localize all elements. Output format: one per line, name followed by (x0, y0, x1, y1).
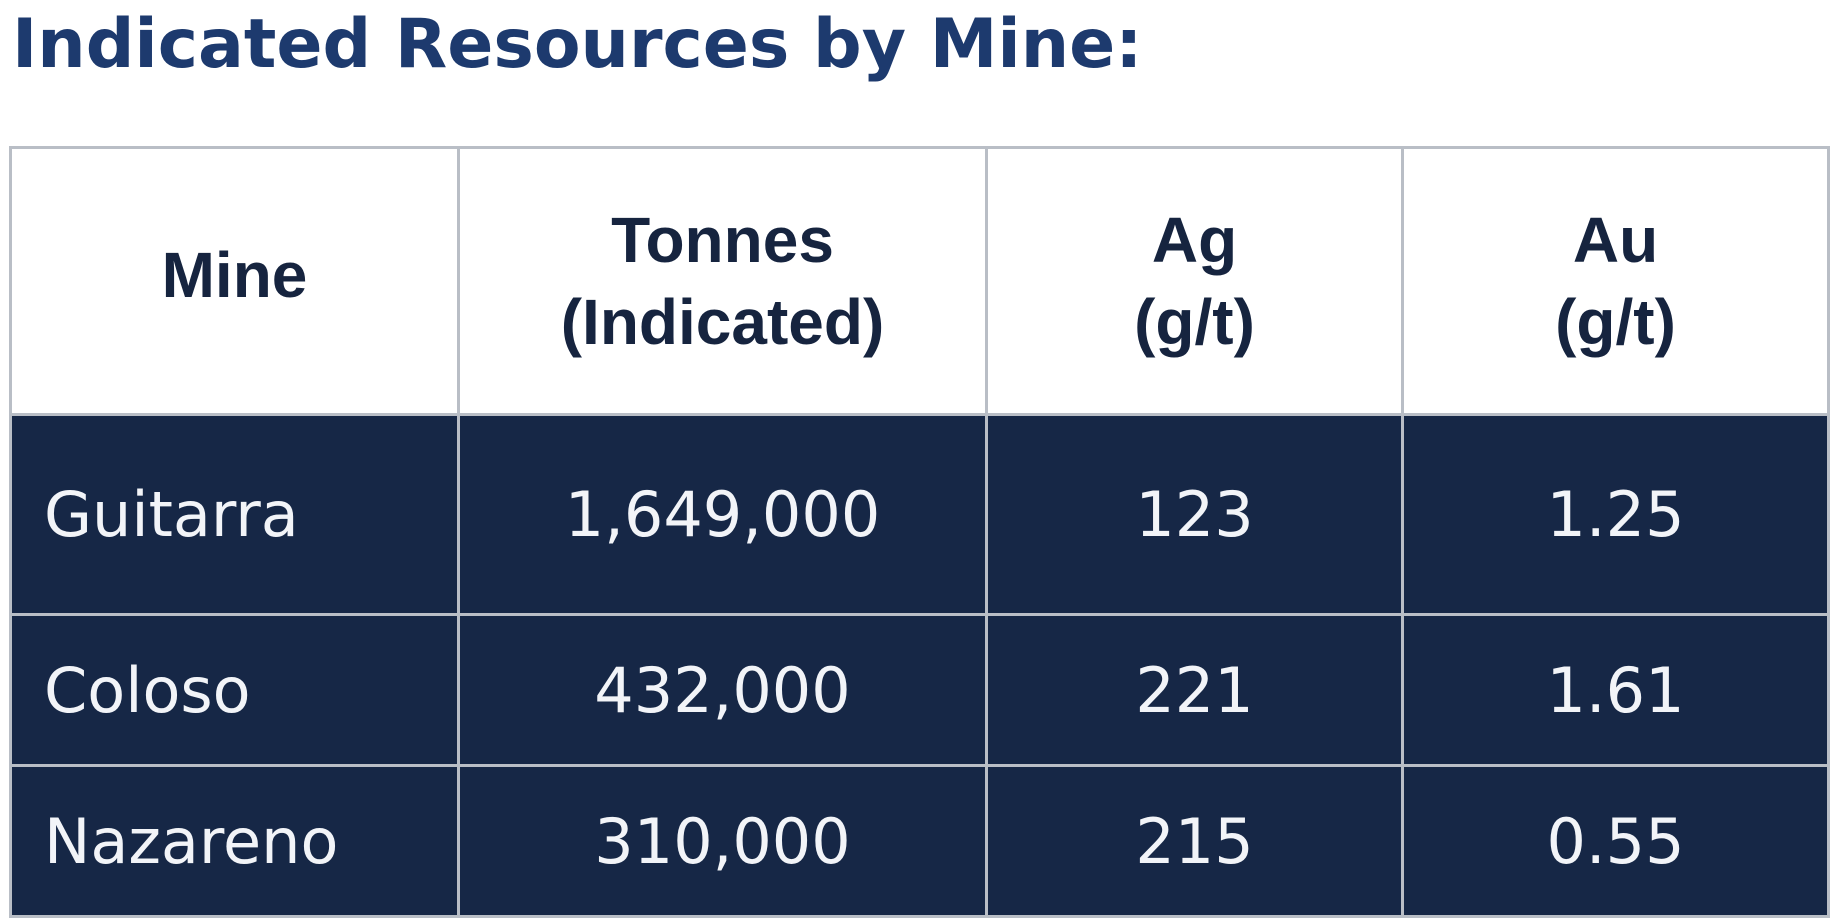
table-row: Guitarra 1,649,000 123 1.25 (9, 413, 1830, 616)
column-header-mine: Mine (9, 146, 460, 416)
column-header-ag-line2: (g/t) (1134, 286, 1255, 358)
indicated-resources-table: Mine Tonnes (Indicated) Ag (g/t) Au (g/t… (9, 146, 1830, 918)
table-row: Nazareno 310,000 215 0.55 (9, 764, 1830, 918)
cell-ag: 215 (985, 764, 1404, 918)
cell-mine: Nazareno (9, 764, 460, 918)
column-header-au-line1: Au (1572, 204, 1659, 276)
table-row: Coloso 432,000 221 1.61 (9, 613, 1830, 767)
cell-au: 0.55 (1401, 764, 1830, 918)
cell-au: 1.25 (1401, 413, 1830, 616)
table-header-row: Mine Tonnes (Indicated) Ag (g/t) Au (g/t… (9, 146, 1830, 416)
column-header-tonnes: Tonnes (Indicated) (457, 146, 988, 416)
column-header-tonnes-line2: (Indicated) (560, 286, 885, 358)
cell-mine: Guitarra (9, 413, 460, 616)
column-header-au: Au (g/t) (1401, 146, 1830, 416)
column-header-au-line2: (g/t) (1555, 286, 1676, 358)
column-header-tonnes-line1: Tonnes (611, 204, 834, 276)
cell-tonnes: 432,000 (457, 613, 988, 767)
column-header-ag-line1: Ag (1151, 204, 1238, 276)
page-title: Indicated Resources by Mine: (12, 5, 1143, 84)
cell-ag: 123 (985, 413, 1404, 616)
cell-au: 1.61 (1401, 613, 1830, 767)
column-header-mine-label: Mine (161, 239, 308, 311)
cell-tonnes: 1,649,000 (457, 413, 988, 616)
cell-tonnes: 310,000 (457, 764, 988, 918)
cell-mine: Coloso (9, 613, 460, 767)
column-header-ag: Ag (g/t) (985, 146, 1404, 416)
cell-ag: 221 (985, 613, 1404, 767)
